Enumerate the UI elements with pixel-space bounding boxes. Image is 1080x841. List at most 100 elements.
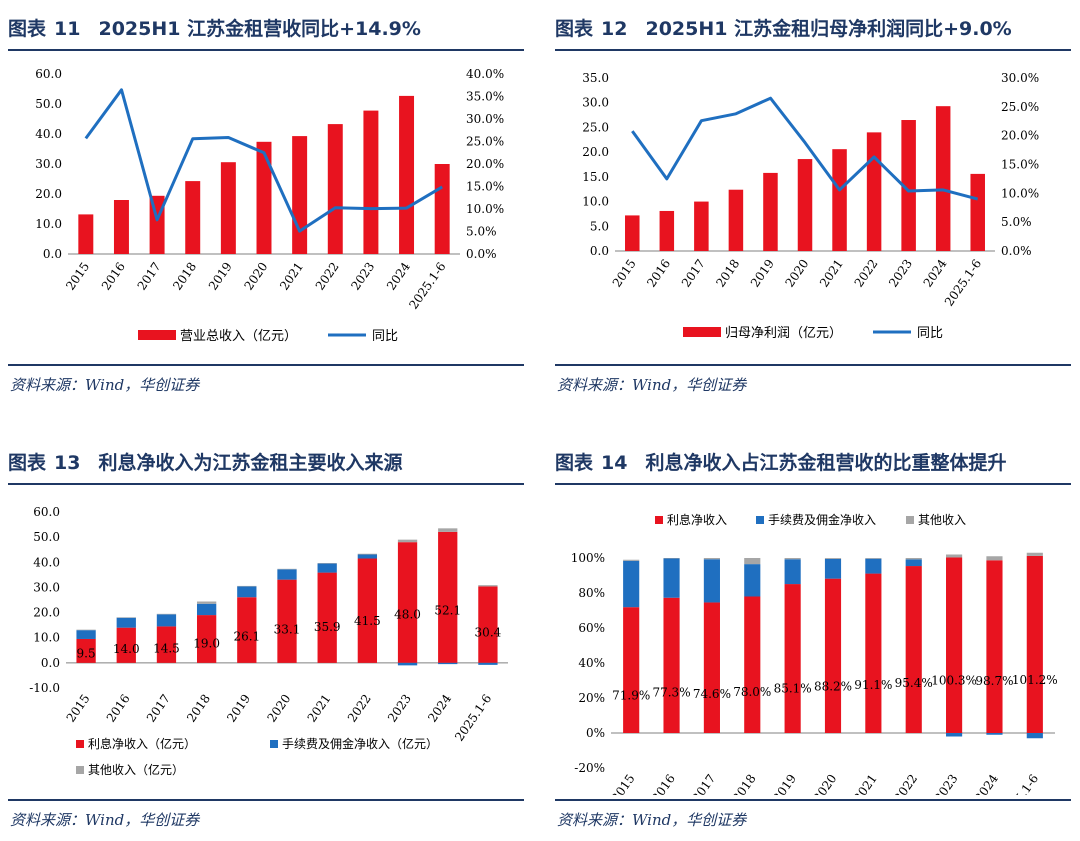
title-number: 13 [54,452,81,474]
bar-fee [156,614,177,627]
bar-interest [1026,555,1043,733]
bar [220,162,236,254]
x-tick-label: 2021 [817,257,846,290]
bar [363,110,379,254]
x-tick-label: 2015 [610,257,639,290]
chart-income-breakdown: -10.0 0.0 10.0 20.0 30.0 40.0 50.0 60.0 9.5 14.0 1… [29,505,508,777]
data-label: 41.5 [354,614,381,628]
y-tick-label: 40% [578,656,605,670]
bar-fee [76,630,96,639]
bar-other [986,556,1003,561]
panel-figure-14: 图表 14 利息净收入占江苏金租营收的比重整体提升 -20% 0% 20% 40% 60% 8… [555,446,1071,836]
data-label: 74.6% [693,687,731,701]
bar [113,200,129,254]
bar-fee [784,559,801,585]
data-label: 52.1 [434,603,461,617]
bar [185,181,201,254]
title-rule [8,483,524,485]
bar-other [784,558,801,560]
data-label: 14.5 [153,641,180,655]
y-tick-label: -10.0 [29,681,60,695]
x-tick-label: 2023 [932,772,961,795]
y-left-tick-label: 20.0 [35,187,62,201]
title-text: 2025H1 江苏金租营收同比+14.9% [98,18,421,40]
y-right-tick-label: 30.0% [466,112,504,126]
bar-fee [438,662,458,665]
title-text: 利息净收入为江苏金租主要收入来源 [98,452,403,474]
x-tick-label: 2021 [305,692,334,725]
bar-other [905,558,922,560]
bar-other [357,553,378,555]
x-tick-label: 2019 [206,260,235,293]
data-label: 95.4% [895,676,933,690]
y-right-tick-label: 35.0% [466,90,504,104]
x-tick-label: 2021 [277,260,306,293]
x-tick-label: 2023 [886,257,915,290]
bar [399,95,415,255]
bar-fee [196,603,217,616]
legend-label-line: 同比 [917,326,943,341]
bar-fee [357,554,378,559]
bar-other [703,558,720,560]
bar-fee [905,559,922,567]
y-tick-label: 40.0 [33,555,60,569]
bar-interest [824,578,842,733]
title-prefix: 图表 [555,452,594,474]
x-tick-label: 2024 [384,259,413,292]
x-tick-label: 2018 [184,692,213,725]
x-tick-label: 2022 [313,260,342,293]
x-tick-label: 2018 [730,772,759,795]
bar-fee [317,563,337,573]
bar-other [277,568,297,570]
bar-interest [277,579,297,663]
bar-interest [623,607,640,733]
y-tick-label: -20% [574,761,605,775]
source-note: 资料来源：Wind，华创证券 [10,811,200,829]
title-rule [8,49,524,51]
y-left-tick-label: 15.0 [582,170,609,184]
bar [935,106,951,251]
legend-label: 利息净收入（亿元） [88,736,196,751]
bar-other [438,528,458,532]
data-label: 91.1% [854,678,892,692]
bar-other [317,563,337,564]
bar-other [663,558,680,559]
legend-swatch [906,516,914,524]
x-tick-label: 2021 [851,772,880,795]
title-number: 11 [54,18,81,40]
line-series-yoy [631,96,979,201]
x-tick-label: 2017 [135,260,164,293]
panel-figure-12: 图表 12 2025H1 江苏金租归母净利润同比+9.0% 0.0 5.0 10.0 15… [555,12,1071,402]
x-tick-label: 2025.1-6 [999,772,1041,795]
y-left-tick-label: 30.0 [582,96,609,110]
y-tick-label: 80% [578,586,605,600]
x-tick-label: 2018 [170,260,199,293]
x-tick-label: 2016 [649,772,678,795]
x-tick-label: 2019 [770,772,799,795]
bar [866,132,882,251]
title-rule [555,49,1071,51]
panel-title: 图表 14 利息净收入占江苏金租营收的比重整体提升 [555,446,1006,480]
bar [970,173,985,251]
bar [797,159,813,251]
x-tick-label: 2020 [782,257,811,290]
legend-swatch [76,740,84,748]
x-tick-label: 2017 [144,692,173,725]
y-left-tick-label: 25.0 [582,120,609,134]
panel-title: 图表 12 2025H1 江苏金租归母净利润同比+9.0% [555,12,1012,46]
x-tick-label: 2016 [644,257,673,290]
y-left-tick-label: 35.0 [582,71,609,85]
source-rule [8,364,524,366]
source-note: 资料来源：Wind，华创证券 [557,376,747,394]
y-left-tick-label: 10.0 [582,195,609,209]
data-label: 71.9% [612,688,650,702]
bar-fee [946,733,963,737]
bar-interest [703,602,720,733]
bar-interest [357,558,378,663]
data-label: 30.4 [475,625,502,639]
data-label: 19.0 [193,637,220,651]
bar-interest [438,531,458,663]
data-label: 35.9 [314,620,341,634]
bar-interest [663,597,680,733]
y-tick-label: 10.0 [33,631,60,645]
